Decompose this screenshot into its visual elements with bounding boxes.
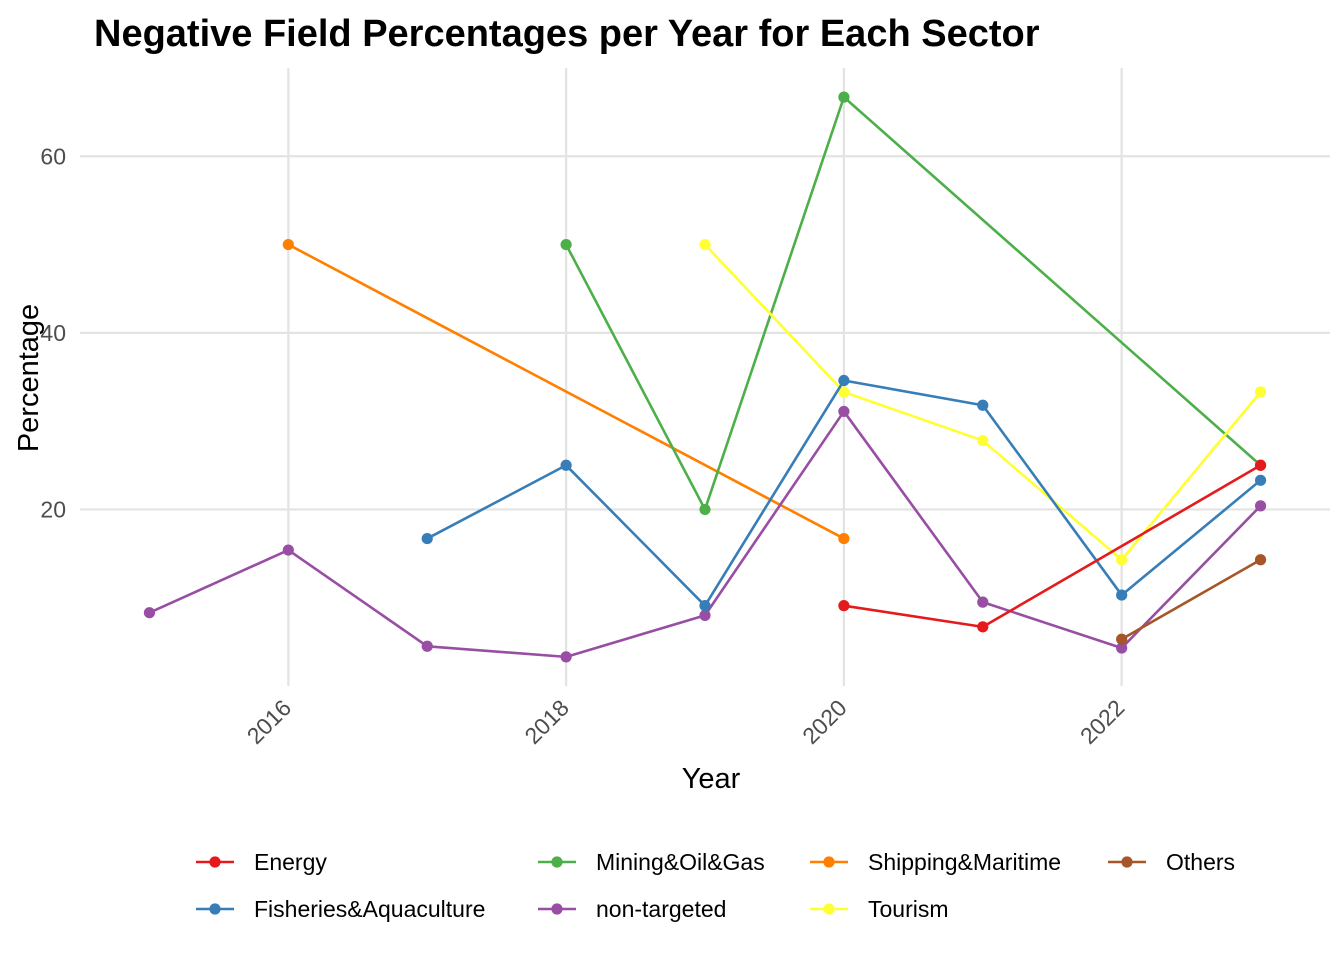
y-tick-label: 60 — [40, 143, 66, 169]
legend-key-point — [823, 856, 835, 868]
data-point — [699, 600, 711, 612]
legend-item: Others — [1108, 849, 1235, 875]
data-point — [1254, 474, 1267, 486]
y-gridlines — [80, 155, 1330, 511]
series-line — [564, 95, 1262, 511]
data-point — [282, 544, 294, 556]
data-point — [421, 640, 433, 652]
data-point — [560, 651, 572, 663]
legend-key-point — [209, 903, 221, 915]
y-tick-labels: 20 40 60 — [40, 143, 66, 522]
y-tick-label: 20 — [40, 496, 66, 522]
legend-item: Tourism — [810, 896, 949, 922]
series-layer — [143, 91, 1267, 663]
legend-item: non-targeted — [538, 896, 726, 922]
data-point — [1116, 642, 1128, 654]
data-point — [1254, 386, 1267, 398]
data-point — [699, 503, 711, 516]
data-point — [977, 434, 989, 447]
data-point — [838, 386, 850, 398]
legend-label: Tourism — [868, 896, 949, 922]
chart-title: Negative Field Percentages per Year for … — [94, 13, 1040, 55]
data-point — [143, 607, 156, 619]
legend: Energy Fisheries&Aquaculture Mining&Oil&Ga… — [196, 849, 1235, 922]
data-point — [1116, 554, 1128, 566]
data-point — [977, 596, 989, 608]
series-mining-oil-gas — [560, 91, 1267, 516]
data-point — [838, 374, 850, 387]
data-point — [282, 238, 294, 251]
data-point — [560, 238, 572, 251]
legend-label: Others — [1166, 849, 1235, 875]
data-point — [838, 532, 850, 545]
legend-key-point — [551, 856, 563, 868]
data-point — [1254, 459, 1267, 471]
x-tick-label: 2016 — [242, 694, 297, 749]
data-point — [699, 609, 711, 621]
data-point — [838, 405, 850, 418]
series-line — [287, 243, 845, 540]
x-tick-labels: 2016 2018 2020 2022 — [242, 694, 1130, 749]
data-point — [838, 91, 850, 103]
x-tick-label: 2022 — [1075, 694, 1130, 749]
y-axis-title: Percentage — [13, 304, 45, 452]
data-point — [560, 459, 572, 471]
legend-item: Fisheries&Aquaculture — [196, 896, 485, 922]
series-tourism — [699, 238, 1267, 566]
series-line — [843, 464, 1262, 629]
data-point — [699, 238, 711, 251]
series-non-targeted — [143, 405, 1267, 663]
series-energy — [838, 459, 1267, 633]
legend-label: Mining&Oil&Gas — [596, 849, 765, 875]
legend-item: Mining&Oil&Gas — [538, 849, 765, 875]
data-point — [977, 621, 989, 633]
legend-key-point — [1121, 856, 1133, 868]
legend-key-point — [551, 903, 563, 915]
data-point — [838, 600, 850, 612]
x-gridlines — [287, 68, 1123, 686]
x-tick-label: 2020 — [797, 694, 852, 749]
legend-item: Shipping&Maritime — [810, 849, 1061, 875]
legend-item: Energy — [196, 849, 327, 875]
data-point — [1116, 633, 1128, 645]
series-shipping-maritime — [282, 238, 850, 545]
data-point — [1116, 589, 1128, 601]
series-line — [1121, 558, 1262, 641]
data-point — [1254, 500, 1267, 512]
legend-key-point — [209, 856, 221, 868]
legend-label: Energy — [254, 849, 327, 875]
data-point — [1254, 554, 1267, 566]
data-point — [977, 399, 989, 411]
series-others — [1116, 554, 1267, 645]
legend-label: non-targeted — [596, 896, 726, 922]
y-tick-label: 40 — [40, 320, 66, 346]
legend-label: Shipping&Maritime — [868, 849, 1061, 875]
x-axis-title: Year — [682, 763, 741, 795]
data-point — [421, 532, 433, 545]
x-tick-label: 2018 — [519, 694, 574, 749]
legend-key-point — [823, 903, 835, 915]
series-fisheries-aquaculture — [421, 374, 1267, 612]
legend-label: Fisheries&Aquaculture — [254, 896, 485, 922]
